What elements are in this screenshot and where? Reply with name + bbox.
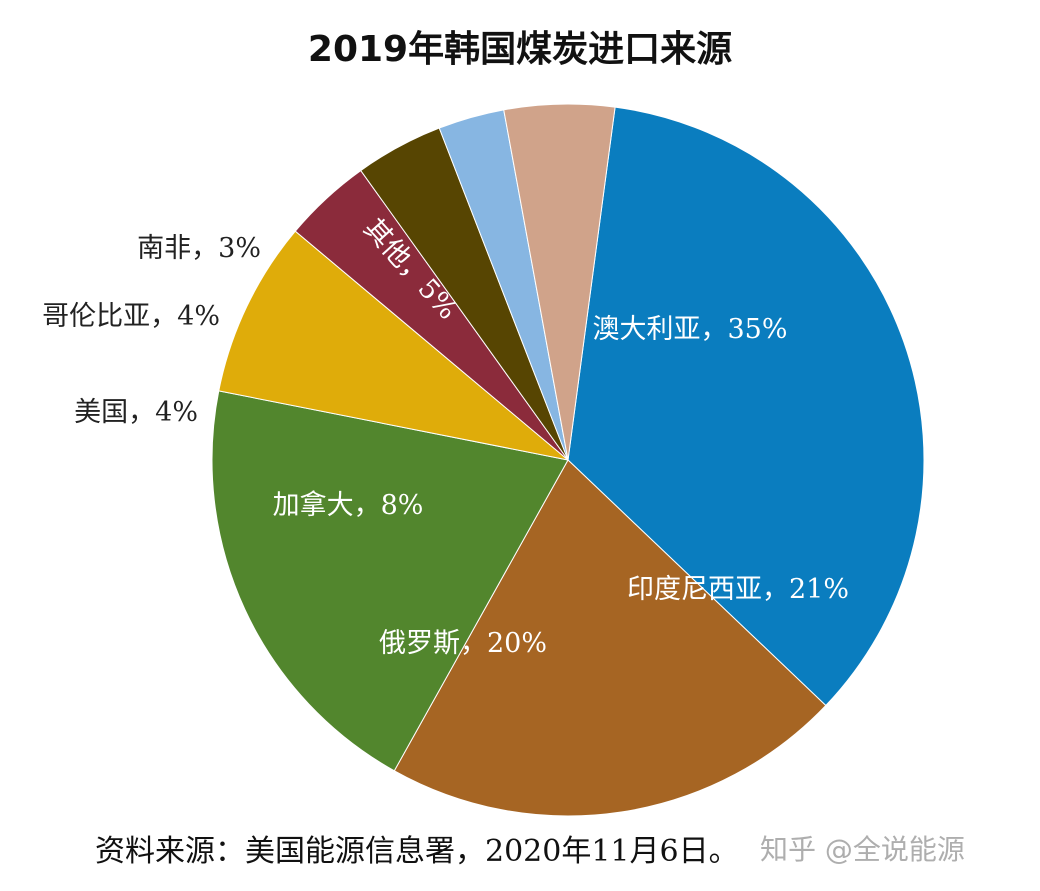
- slice-label: 俄罗斯，20%: [379, 628, 547, 659]
- slice-label: 加拿大，8%: [273, 490, 424, 521]
- slice-label: 澳大利亚，35%: [592, 314, 787, 345]
- pie-slice: [211, 390, 569, 772]
- pie-slice: [218, 230, 569, 461]
- pie-slice: [567, 106, 925, 707]
- pie-slice: [393, 459, 827, 817]
- slice-label: 哥伦比亚，4%: [42, 301, 220, 332]
- source-note: 资料来源：美国能源信息署，2020年11月6日。: [95, 834, 739, 869]
- slice-label: 印度尼西亚，21%: [627, 574, 849, 605]
- chart-title: 2019年韩国煤炭进口来源: [307, 29, 733, 70]
- watermark: 知乎 @全说能源: [760, 833, 965, 866]
- slice-label: 南非，3%: [137, 233, 261, 264]
- pie-slice: [503, 103, 616, 461]
- slice-label: 美国，4%: [74, 397, 198, 428]
